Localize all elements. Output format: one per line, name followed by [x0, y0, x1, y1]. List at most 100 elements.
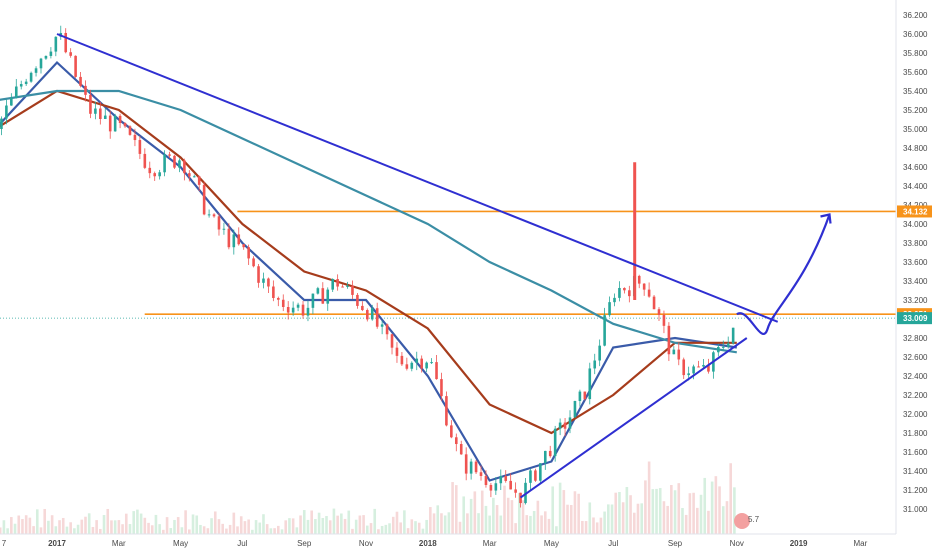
volume-bar [332, 508, 336, 534]
candle-body [385, 324, 389, 335]
volume-bar [106, 508, 110, 534]
price-tick-label: 34.600 [903, 163, 928, 172]
volume-bar [662, 501, 666, 534]
volume-bar [336, 515, 339, 534]
volume-bar [262, 514, 265, 534]
candle-body [578, 391, 582, 401]
price-tick-label: 31.400 [903, 467, 928, 476]
volume-bar [577, 493, 580, 534]
moving-average-line [0, 89, 737, 354]
volume-bar [599, 517, 603, 534]
candle-body [148, 167, 152, 174]
projection-arrow-path[interactable] [736, 214, 831, 335]
candle-body [286, 307, 290, 313]
candle-body [44, 55, 48, 59]
volume-bar [573, 491, 577, 534]
volume-bar [480, 490, 484, 534]
candle-body [306, 307, 310, 316]
price-axis-labels[interactable]: 36.200 36.000 35.800 35.600 35.400 35.200 35.0… [903, 11, 928, 514]
candle-body [539, 463, 542, 481]
candle-body [123, 123, 127, 127]
time-tick-label: Jul [237, 539, 247, 548]
volume-bar [0, 527, 2, 534]
volume-bar [132, 511, 135, 534]
volume-bar [425, 519, 428, 534]
volume-bar [521, 500, 525, 534]
volume-bar [725, 501, 729, 534]
volume-bar [76, 524, 80, 534]
tradingview-logo: 5.7 [734, 513, 760, 529]
volume-bar [670, 484, 673, 534]
horizontal-levels[interactable] [0, 210, 896, 319]
volume-bar [236, 526, 239, 534]
volume-bar [228, 524, 232, 534]
volume-bar [340, 513, 343, 534]
volume-bar [614, 492, 618, 534]
volume-bar [584, 521, 588, 534]
volume-bar [173, 519, 176, 534]
volume-bar [436, 505, 440, 534]
price-tag-label: 33.009 [903, 314, 928, 323]
volume-bar [99, 528, 102, 534]
trendline[interactable] [519, 337, 748, 499]
candle-body [103, 115, 107, 120]
candle-body [64, 32, 68, 53]
candle-body [217, 216, 221, 230]
time-tick-label: 2017 [48, 539, 66, 548]
candle-body [568, 417, 572, 429]
volume-bar [13, 523, 17, 534]
volume-bar [317, 512, 321, 534]
projection-arrow-head[interactable] [820, 213, 832, 224]
volume-bar [658, 488, 662, 534]
price-tick-label: 36.000 [903, 30, 928, 39]
candle-body [336, 279, 339, 287]
price-tick-label: 31.600 [903, 448, 928, 457]
volume-bar [95, 520, 98, 534]
volume-bar [58, 520, 61, 534]
candle-body [291, 307, 295, 313]
candle-body [692, 366, 695, 374]
candle-body [173, 155, 176, 168]
volume-bar [191, 514, 195, 534]
candle-body [301, 304, 305, 316]
time-tick-label: Sep [297, 539, 312, 548]
candle-body [138, 140, 142, 154]
trendlines[interactable] [56, 33, 779, 499]
candle-body [682, 359, 686, 376]
candle-body [623, 287, 626, 291]
volume-bar [607, 504, 610, 534]
candle-body [118, 115, 122, 124]
projection-arrow[interactable] [736, 213, 832, 335]
volume-bar [699, 494, 703, 534]
candle-body [99, 108, 102, 120]
volume-bar [595, 522, 599, 534]
candle-body [370, 308, 374, 320]
candle-body [435, 362, 438, 380]
volume-bar [217, 519, 221, 534]
volume-bar [384, 524, 388, 534]
volume-bar [21, 519, 24, 534]
volume-bar [232, 512, 236, 534]
candle-body [553, 428, 557, 457]
candle-body [39, 58, 43, 69]
candle-body [366, 310, 369, 320]
candle-body [707, 364, 710, 372]
volume-bar [506, 497, 510, 534]
candle-body [454, 437, 458, 445]
candle-body [400, 355, 404, 365]
candle-body [608, 302, 611, 316]
volume-bar [247, 519, 250, 534]
volume-bar [399, 522, 402, 534]
volume-bar [529, 515, 532, 534]
volume-bar [588, 502, 592, 534]
volume-bar [421, 528, 425, 534]
volume-bar [69, 522, 72, 534]
trendline[interactable] [56, 33, 779, 323]
time-axis-labels[interactable]: 7 2017 Mar May Jul Sep Nov 2018 Mar May Jul Sep Nov 2… [2, 539, 868, 548]
candle-body [420, 358, 423, 369]
volume-bar [673, 490, 677, 534]
volume-bar [143, 517, 147, 534]
volume-bar [136, 509, 139, 534]
